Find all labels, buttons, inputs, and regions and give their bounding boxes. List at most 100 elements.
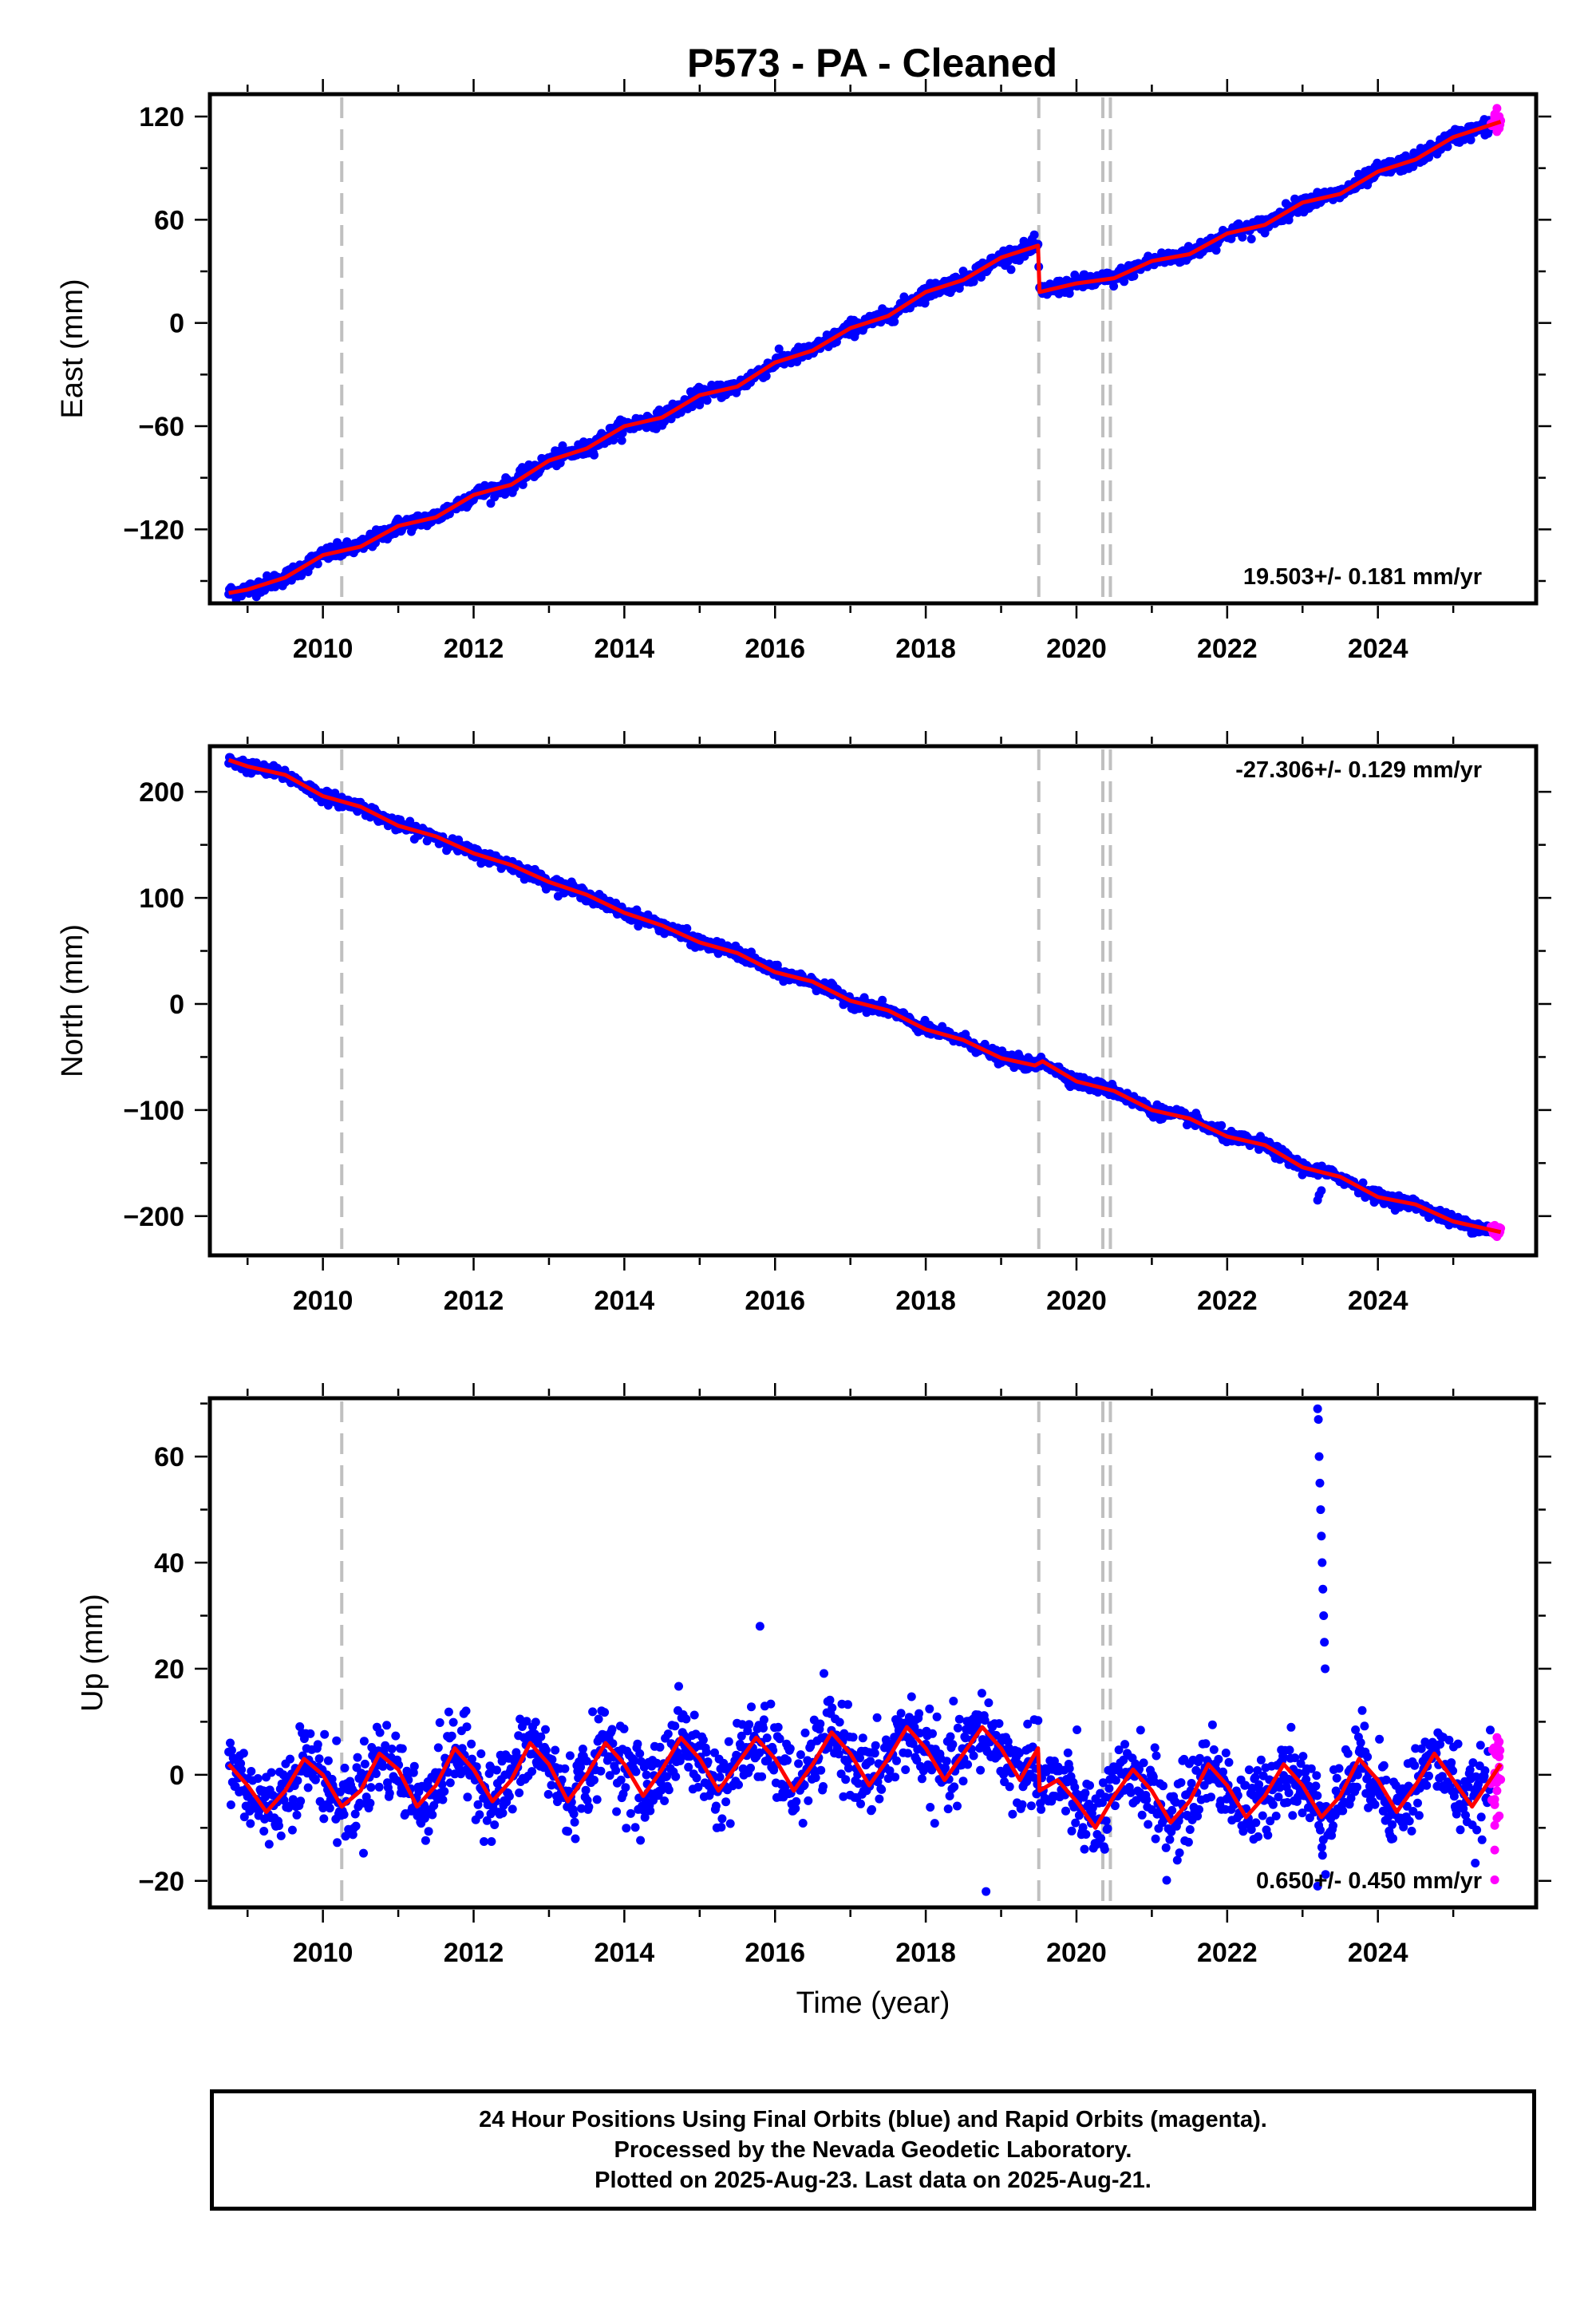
data-point — [435, 1718, 444, 1727]
data-point — [1253, 1766, 1262, 1775]
data-point — [1167, 1805, 1177, 1815]
data-point — [1063, 1748, 1073, 1757]
data-point — [773, 1722, 783, 1732]
data-point — [681, 1714, 691, 1724]
data-point — [341, 1832, 350, 1841]
data-point — [323, 1756, 333, 1765]
x-tick-label: 2022 — [1197, 634, 1258, 664]
data-point — [999, 1770, 1009, 1779]
data-point — [969, 1751, 978, 1761]
data-point — [1096, 1834, 1106, 1844]
data-point — [798, 1819, 808, 1828]
data-point — [1183, 1837, 1193, 1847]
data-point — [825, 1695, 835, 1705]
data-point — [498, 1808, 508, 1818]
data-point — [1017, 1800, 1027, 1809]
data-point — [676, 1753, 685, 1762]
data-point — [910, 1722, 919, 1732]
data-point — [259, 1827, 269, 1836]
data-point — [448, 1717, 458, 1727]
data-point — [353, 1753, 362, 1762]
data-point — [497, 1757, 507, 1766]
data-point — [378, 1761, 388, 1771]
data-point — [1028, 1742, 1037, 1752]
data-point — [961, 1733, 970, 1743]
data-point — [630, 1756, 639, 1765]
data-point — [1029, 1773, 1038, 1782]
scatter-points — [224, 104, 1506, 603]
data-point — [560, 1764, 570, 1773]
data-point — [433, 1743, 443, 1753]
data-point — [461, 1706, 471, 1716]
data-point — [1176, 1778, 1186, 1788]
data-point — [915, 1709, 924, 1718]
data-point — [473, 1800, 483, 1809]
x-tick-label: 2010 — [293, 1286, 354, 1316]
data-point — [409, 1761, 419, 1771]
data-point — [1006, 265, 1016, 275]
data-point — [757, 1772, 767, 1781]
data-point — [1214, 1754, 1223, 1764]
data-point — [1167, 1827, 1176, 1836]
data-point — [515, 1788, 524, 1797]
data-point — [1014, 1749, 1024, 1758]
data-point — [1207, 1720, 1217, 1729]
data-point — [605, 1771, 614, 1780]
data-point — [487, 1837, 496, 1846]
data-point — [674, 1682, 683, 1691]
data-point — [755, 1748, 764, 1757]
data-point — [444, 1707, 453, 1717]
data-point — [1246, 1825, 1256, 1834]
data-point — [1110, 1801, 1120, 1811]
data-point — [791, 1804, 800, 1813]
data-point — [480, 1837, 488, 1846]
data-point — [984, 1698, 994, 1708]
y-tick-label: −100 — [123, 1096, 184, 1126]
data-point — [1104, 1784, 1114, 1793]
data-point — [310, 1775, 320, 1784]
data-point — [1073, 1725, 1082, 1734]
data-point — [883, 1774, 893, 1783]
data-point — [571, 1834, 580, 1844]
data-point — [313, 1740, 322, 1749]
data-point — [1466, 135, 1476, 144]
data-point — [447, 1731, 456, 1741]
data-point — [332, 1736, 342, 1745]
data-point — [870, 1749, 879, 1758]
plot-frame — [207, 744, 1539, 1258]
data-point — [663, 1729, 673, 1739]
data-point — [1219, 1767, 1227, 1777]
data-point — [1103, 1824, 1112, 1833]
data-point — [541, 1745, 551, 1755]
data-point — [381, 1741, 390, 1750]
outlier-point — [1317, 1186, 1326, 1196]
data-point — [351, 1821, 361, 1831]
data-point — [737, 1731, 746, 1741]
y-tick-label: 60 — [154, 205, 184, 235]
data-point — [745, 1720, 754, 1729]
x-tick-label: 2020 — [1046, 1286, 1107, 1316]
data-point — [907, 1692, 916, 1701]
data-point — [360, 1759, 369, 1769]
data-point — [1263, 1831, 1273, 1840]
data-point — [226, 1800, 235, 1809]
data-point — [724, 1737, 733, 1746]
data-point — [1080, 1844, 1089, 1854]
data-point — [596, 1766, 606, 1776]
data-point — [306, 1729, 315, 1738]
data-point — [504, 1792, 514, 1801]
data-point — [584, 1802, 594, 1812]
x-tick-label: 2012 — [444, 1286, 504, 1316]
data-point — [796, 1750, 805, 1760]
data-point — [612, 1807, 622, 1816]
data-point — [303, 1783, 313, 1792]
y-axis-label: North (mm) — [56, 924, 89, 1077]
data-point — [607, 1725, 617, 1734]
data-point — [1258, 1811, 1267, 1820]
data-point — [227, 1745, 236, 1755]
data-point — [462, 1722, 472, 1732]
data-point — [438, 1795, 448, 1804]
data-point — [1065, 1764, 1074, 1773]
y-tick-label: 0 — [169, 990, 184, 1020]
